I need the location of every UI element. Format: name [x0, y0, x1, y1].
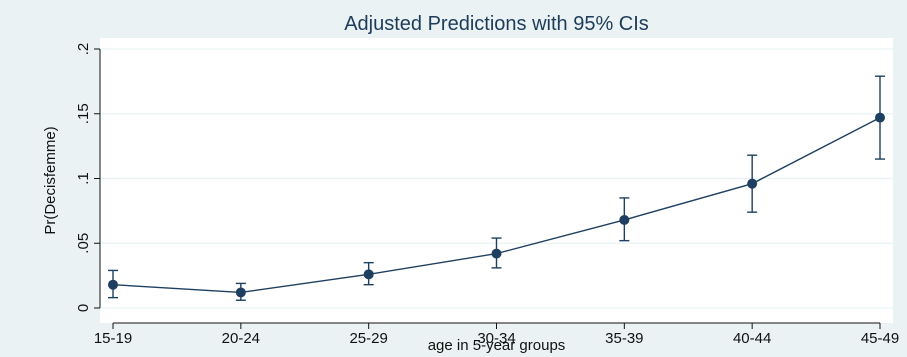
data-point [491, 248, 502, 259]
data-point [875, 112, 885, 123]
x-tick-label: 25-29 [349, 330, 387, 347]
axes [94, 48, 881, 329]
grid-lines [100, 48, 893, 309]
y-tick-label: .2 [75, 43, 92, 56]
x-tick-label: 30-34 [477, 330, 515, 347]
series [108, 75, 885, 301]
y-tick-label: 0 [75, 304, 92, 312]
y-tick-label: .1 [75, 172, 92, 185]
x-tick-label: 45-49 [861, 330, 899, 347]
data-point [235, 287, 246, 298]
plot-area [100, 38, 893, 323]
tick-labels: 0 .05 .1 .15 .2 15-19 20-24 25-29 30-34 35-39 40-4… [75, 43, 899, 347]
data-point [619, 214, 630, 225]
y-tick-label: .15 [75, 103, 92, 124]
x-axis-title: age in 5-year groups [428, 337, 566, 354]
data-point [363, 269, 374, 280]
x-tick-label: 15-19 [94, 330, 132, 347]
chart-title: Adjusted Predictions with 95% CIs [344, 13, 649, 35]
x-tick-label: 40-44 [733, 330, 771, 347]
x-tick-label: 35-39 [605, 330, 643, 347]
y-tick-label: .05 [75, 233, 92, 254]
x-tick-label: 20-24 [222, 330, 260, 347]
y-axis-title: Pr(Decisfemme) [42, 126, 59, 234]
data-point [108, 279, 118, 290]
data-point [747, 178, 758, 189]
